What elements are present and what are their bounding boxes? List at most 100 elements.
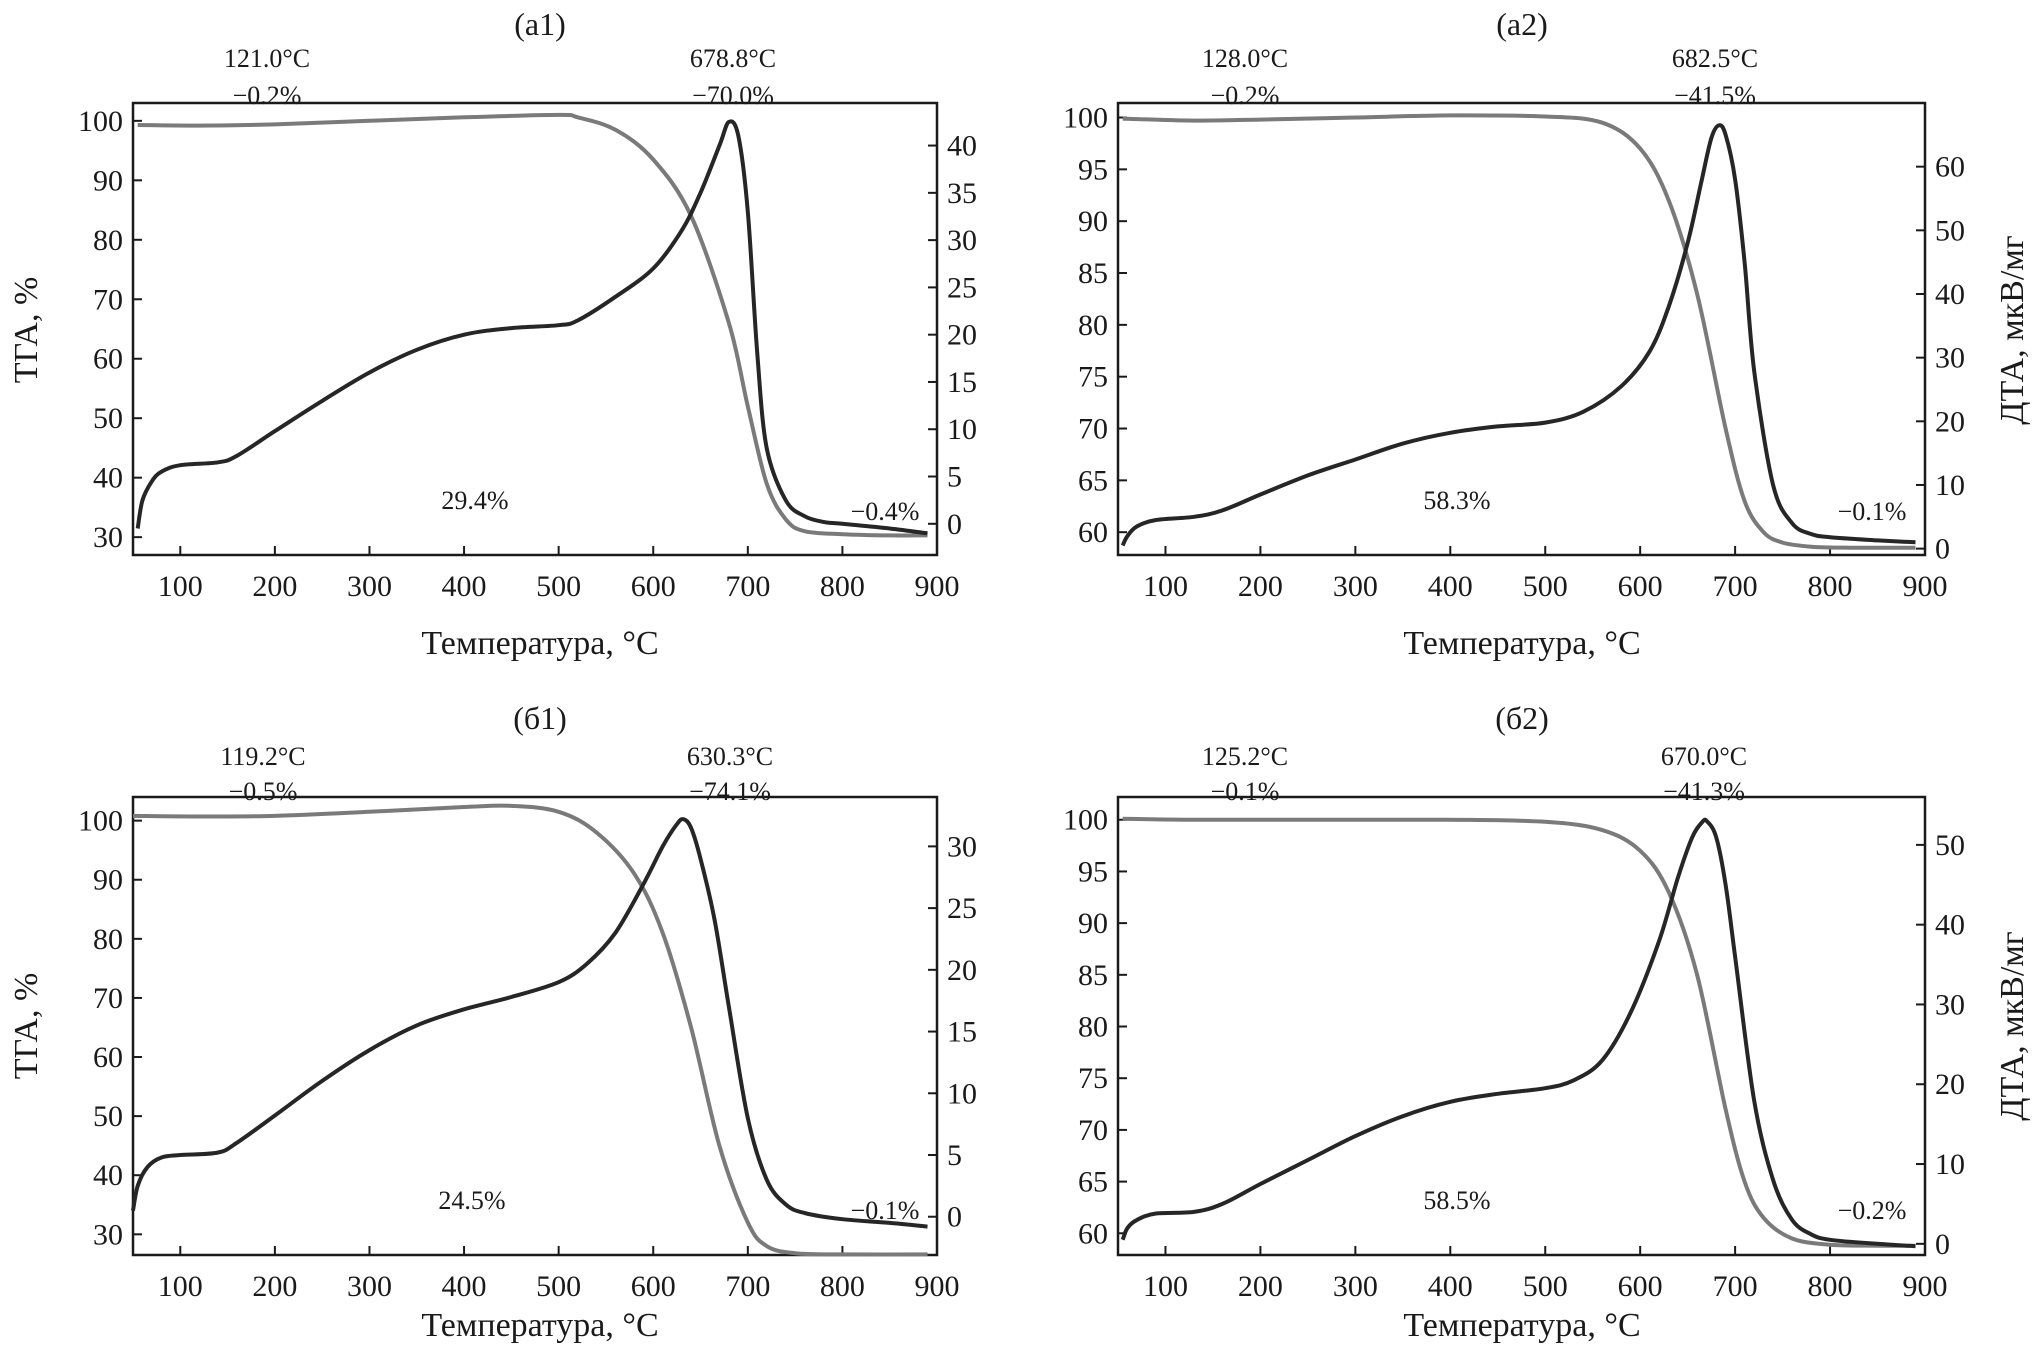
y-left-tick-label: 85 xyxy=(1078,959,1108,992)
y-left-tick-label: 65 xyxy=(1078,464,1108,497)
y-left-tick-label: 30 xyxy=(93,521,123,554)
tga-curve xyxy=(1122,113,1916,550)
annotation-peak-temp: 670.0°C xyxy=(1661,742,1747,771)
y-right-tick-label: 15 xyxy=(947,366,977,399)
x-tick-label: 100 xyxy=(158,570,203,603)
y-left-tick-label: 60 xyxy=(1078,1217,1108,1250)
y-left-tick-label: 60 xyxy=(1078,516,1108,549)
annotation-onset-temp: 119.2°C xyxy=(220,742,305,771)
x-tick-label: 300 xyxy=(1333,1270,1378,1303)
y-right-tick-label: 10 xyxy=(947,413,977,446)
y-left-tick-label: 70 xyxy=(93,283,123,316)
y-right-tick-label: 30 xyxy=(1935,342,1965,375)
y-axis-right: 0 5 10 15 20 25 30 xyxy=(928,830,977,1234)
annotation-final-loss: −0.1% xyxy=(851,1196,920,1225)
y-right-tick-label: 20 xyxy=(947,954,977,987)
x-tick-label: 900 xyxy=(1903,570,1948,603)
y-left-tick-label: 70 xyxy=(1078,1114,1108,1147)
y-right-tick-label: 25 xyxy=(947,271,977,304)
y-right-tick-label: 0 xyxy=(1935,1228,1950,1261)
tga-curve xyxy=(137,112,928,538)
annotation-onset-temp: 128.0°C xyxy=(1202,44,1288,73)
y-axis-left: 60 65 70 75 80 85 90 95 100 xyxy=(1063,804,1127,1250)
x-tick-label: 400 xyxy=(442,1270,487,1303)
dta-curve xyxy=(131,817,928,1229)
y-right-tick-label: 0 xyxy=(947,508,962,541)
y-right-tick-label: 15 xyxy=(947,1016,977,1049)
chart-panel-a2: 100 200 300 400 500 600 700 800 900 606570758085… xyxy=(1063,6,2031,662)
x-tick-label: 600 xyxy=(1618,1270,1663,1303)
y-axis-right: 0 10 20 30 40 50 60 xyxy=(1916,151,1965,566)
y-right-tick-label: 30 xyxy=(947,224,977,257)
y-right-tick-label: 10 xyxy=(1935,469,1965,502)
x-tick-label: 600 xyxy=(631,570,676,603)
annotation-peak-temp: 630.3°C xyxy=(687,742,773,771)
x-axis-label: Температура, °C xyxy=(1403,625,1640,662)
x-tick-label: 900 xyxy=(915,570,960,603)
annotation-onset-temp: 125.2°C xyxy=(1202,742,1288,771)
y-axis-left: 30 40 50 60 70 80 90 100 xyxy=(78,105,142,554)
x-tick-label: 700 xyxy=(1713,1270,1758,1303)
x-axis: 100 200 300 400 500 600 700 800 900 xyxy=(1143,546,1948,603)
x-axis-label: Температура, °C xyxy=(421,1307,658,1344)
annotation-residue: 29.4% xyxy=(441,486,508,515)
annotation-onset-loss: −0.1% xyxy=(1211,777,1280,806)
x-tick-label: 400 xyxy=(1428,570,1473,603)
y-left-tick-label: 90 xyxy=(1078,205,1108,238)
y-left-tick-label: 85 xyxy=(1078,257,1108,290)
y-left-tick-label: 95 xyxy=(1078,855,1108,888)
y-axis-left: 30 40 50 60 70 80 90 100 xyxy=(78,805,142,1251)
y-right-tick-label: 60 xyxy=(1935,151,1965,184)
x-tick-label: 700 xyxy=(1713,570,1758,603)
tga-curve xyxy=(132,803,928,1257)
x-axis: 100 200 300 400 500 600 700 800 900 xyxy=(158,1246,960,1303)
y-left-tick-label: 100 xyxy=(1063,804,1108,837)
x-tick-label: 100 xyxy=(1143,570,1188,603)
y-axis-right: 0 5 10 15 20 25 30 35 40 xyxy=(928,130,977,541)
x-tick-label: 700 xyxy=(725,1270,770,1303)
x-tick-label: 300 xyxy=(1333,570,1378,603)
y-left-tick-label: 95 xyxy=(1078,153,1108,186)
x-tick-label: 300 xyxy=(347,570,392,603)
y-left-tick-label: 75 xyxy=(1078,1062,1108,1095)
y-left-tick-label: 50 xyxy=(93,402,123,435)
chart-panel-b2: 100 200 300 400 500 600 700 800 900 606570758085… xyxy=(1063,700,2031,1344)
panel-title: (б1) xyxy=(513,700,567,736)
y-left-tick-label: 100 xyxy=(78,805,123,838)
annotation-peak-loss: −41.5% xyxy=(1674,81,1756,110)
y-left-tick-label: 40 xyxy=(93,1159,123,1192)
y-right-tick-label: 10 xyxy=(1935,1148,1965,1181)
x-tick-label: 400 xyxy=(442,570,487,603)
y-right-tick-label: 20 xyxy=(1935,405,1965,438)
x-axis-label: Температура, °C xyxy=(421,625,658,662)
y-axis-right: 0 10 20 30 40 50 xyxy=(1916,829,1965,1261)
y-right-tick-label: 50 xyxy=(1935,829,1965,862)
x-tick-label: 200 xyxy=(252,570,297,603)
x-tick-label: 300 xyxy=(347,1270,392,1303)
annotation-onset-loss: −0.2% xyxy=(233,81,302,110)
annotation-onset-temp: 121.0°C xyxy=(224,44,310,73)
y-right-tick-label: 35 xyxy=(947,177,977,210)
x-tick-label: 100 xyxy=(1143,1270,1188,1303)
annotation-residue: 24.5% xyxy=(438,1186,505,1215)
y-axis-left-label: ТГА, % xyxy=(8,973,45,1080)
y-right-tick-label: 30 xyxy=(1935,988,1965,1021)
x-tick-label: 600 xyxy=(631,1270,676,1303)
y-left-tick-label: 80 xyxy=(93,224,123,257)
plot-frame xyxy=(1116,101,1927,557)
annotation-peak-temp: 682.5°C xyxy=(1672,44,1758,73)
plot-frame xyxy=(131,101,939,557)
x-tick-label: 100 xyxy=(158,1270,203,1303)
y-left-tick-label: 75 xyxy=(1078,361,1108,394)
x-tick-label: 500 xyxy=(1523,1270,1568,1303)
x-tick-label: 900 xyxy=(915,1270,960,1303)
y-right-tick-label: 25 xyxy=(947,892,977,925)
x-axis: 100 200 300 400 500 600 700 800 900 xyxy=(1143,1246,1948,1303)
x-axis: 100 200 300 400 500 600 700 800 900 xyxy=(158,546,960,603)
x-tick-label: 500 xyxy=(1523,570,1568,603)
y-left-tick-label: 70 xyxy=(1078,413,1108,446)
dta-curve xyxy=(1120,817,1916,1249)
x-tick-label: 500 xyxy=(536,1270,581,1303)
y-right-tick-label: 5 xyxy=(947,461,962,494)
x-tick-label: 200 xyxy=(1238,1270,1283,1303)
